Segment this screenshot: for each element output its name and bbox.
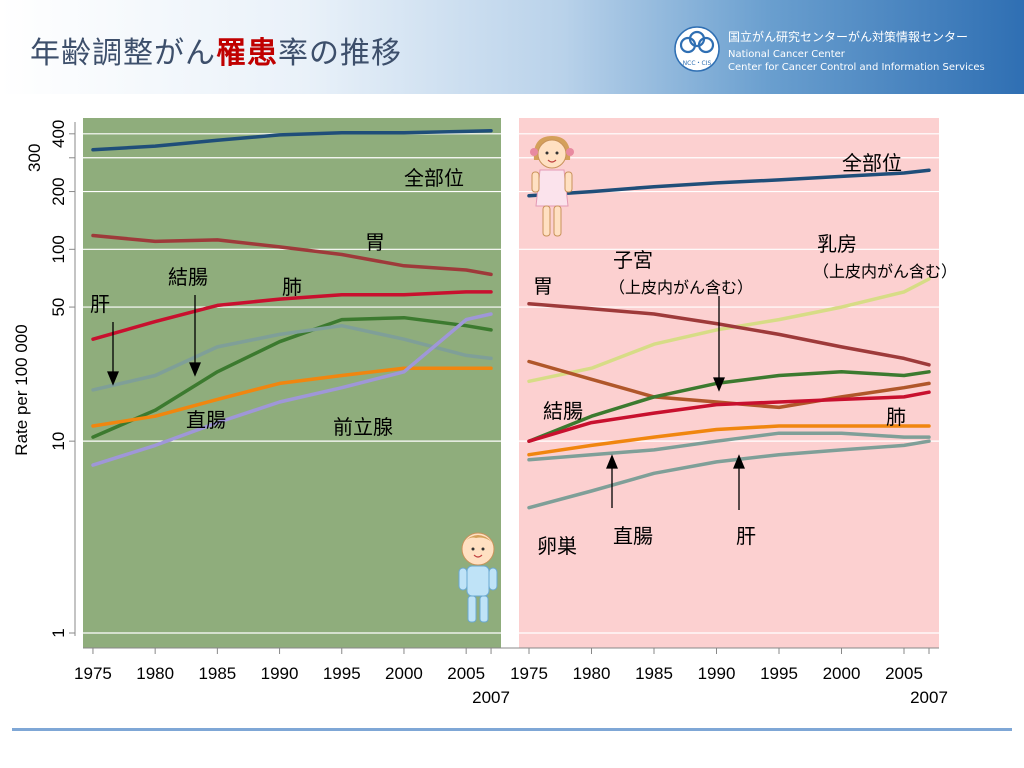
female-series-line-5: [527, 390, 931, 443]
male-label-rectum: 直腸: [186, 408, 226, 432]
bottom-rule: [12, 728, 1012, 731]
title-emphasis: 罹患: [216, 36, 278, 71]
male-x-axis-ticks: 1975 1980 1985 1990 1995 2000 2005 2007: [74, 648, 510, 707]
male-x-tick-label: 2005: [447, 664, 485, 683]
header: 年齢調整がん罹患率の推移 NCC・CIS 国立がん研究センターがん対策情報センタ…: [0, 0, 1024, 94]
female-x-end-label: 2007: [910, 688, 948, 707]
female-arrow-uterus: [713, 296, 725, 392]
male-label-all-sites: 全部位: [404, 166, 464, 190]
female-arrow-liver: [733, 454, 745, 510]
female-series-line-4: [527, 370, 931, 443]
male-label-stomach: 胃: [365, 230, 385, 254]
female-label-uterus: 子宮: [613, 248, 653, 272]
female-series: [527, 168, 931, 510]
female-x-tick-label: 2000: [823, 664, 861, 683]
title-part-2: 率の推移: [278, 36, 402, 71]
male-series-line-2: [91, 290, 493, 341]
girl-icon: [530, 136, 574, 237]
boy-icon: [458, 532, 498, 623]
female-series-line-2: [527, 302, 931, 367]
female-label-uterus-note: （上皮内がん含む）: [609, 278, 753, 297]
female-label-all-sites: 全部位: [842, 151, 902, 175]
male-x-tick-label: 1980: [136, 664, 174, 683]
y-tick-label: 1: [49, 628, 68, 637]
female-series-line-0: [527, 168, 931, 198]
male-series-line-6: [91, 312, 493, 467]
male-label-colon: 結腸: [168, 265, 208, 289]
y-tick-label: 100: [49, 235, 68, 263]
male-series-line-5: [91, 366, 493, 428]
female-x-tick-label: 1995: [760, 664, 798, 683]
male-x-tick-label: 2000: [385, 664, 423, 683]
y-tick-label: 400: [49, 120, 68, 148]
female-x-tick-label: 1985: [635, 664, 673, 683]
male-x-tick-label: 1990: [261, 664, 299, 683]
y-tick-label: 50: [49, 298, 68, 317]
female-label-ovary: 卵巣: [537, 534, 577, 558]
org-name-ja: 国立がん研究センターがん対策情報センター: [728, 30, 969, 44]
title-part-1: 年齢調整がん: [30, 36, 216, 71]
female-label-liver: 肝: [736, 524, 756, 548]
org-name-en-2: Center for Cancer Control and Informatio…: [728, 62, 985, 73]
page-title: 年齢調整がん罹患率の推移: [30, 28, 402, 72]
female-label-rectum: 直腸: [613, 524, 653, 548]
male-label-lung: 肺: [282, 275, 302, 299]
female-label-lung: 肺: [886, 405, 906, 429]
female-series-line-8: [527, 439, 931, 510]
female-x-tick-label: 1980: [573, 664, 611, 683]
female-x-axis-ticks: 1975 1980 1985 1990 1995 2000 2005 2007: [510, 648, 948, 707]
male-x-tick-label: 1975: [74, 664, 112, 683]
y-axis-ticks: 1 10 50 100 200 300 400: [25, 120, 75, 638]
female-series-line-1: [527, 277, 931, 384]
female-label-breast-note: （上皮内がん含む）: [813, 262, 957, 281]
female-label-colon: 結腸: [543, 399, 583, 423]
y-axis-label: Rate per 100 000: [12, 324, 31, 455]
male-series: [91, 128, 493, 467]
male-label-liver: 肝: [90, 292, 110, 316]
male-x-tick-label: 1995: [323, 664, 361, 683]
female-x-tick-label: 1990: [698, 664, 736, 683]
female-label-breast: 乳房: [817, 232, 857, 256]
female-x-tick-label: 1975: [510, 664, 548, 683]
female-arrow-rectum: [606, 454, 618, 508]
logo-text: NCC・CIS: [683, 60, 712, 67]
male-series-line-4: [91, 323, 493, 392]
male-series-line-0: [91, 128, 493, 152]
y-tick-label: 10: [49, 432, 68, 451]
female-label-stomach: 胃: [533, 274, 553, 298]
y-tick-label: 200: [49, 177, 68, 205]
male-x-end-label: 2007: [472, 688, 510, 707]
ncc-logo-icon: NCC・CIS: [674, 26, 720, 72]
org-name-en-1: National Cancer Center: [728, 49, 845, 60]
female-series-line-7: [527, 431, 931, 462]
male-arrow-liver: [107, 322, 119, 386]
male-x-tick-label: 1985: [198, 664, 236, 683]
male-arrow-colon: [189, 295, 201, 377]
female-series-line-6: [527, 424, 931, 457]
y-tick-label: 300: [25, 144, 44, 172]
male-series-line-1: [91, 233, 493, 277]
female-x-tick-label: 2005: [885, 664, 923, 683]
male-label-prostate: 前立腺: [333, 415, 393, 439]
